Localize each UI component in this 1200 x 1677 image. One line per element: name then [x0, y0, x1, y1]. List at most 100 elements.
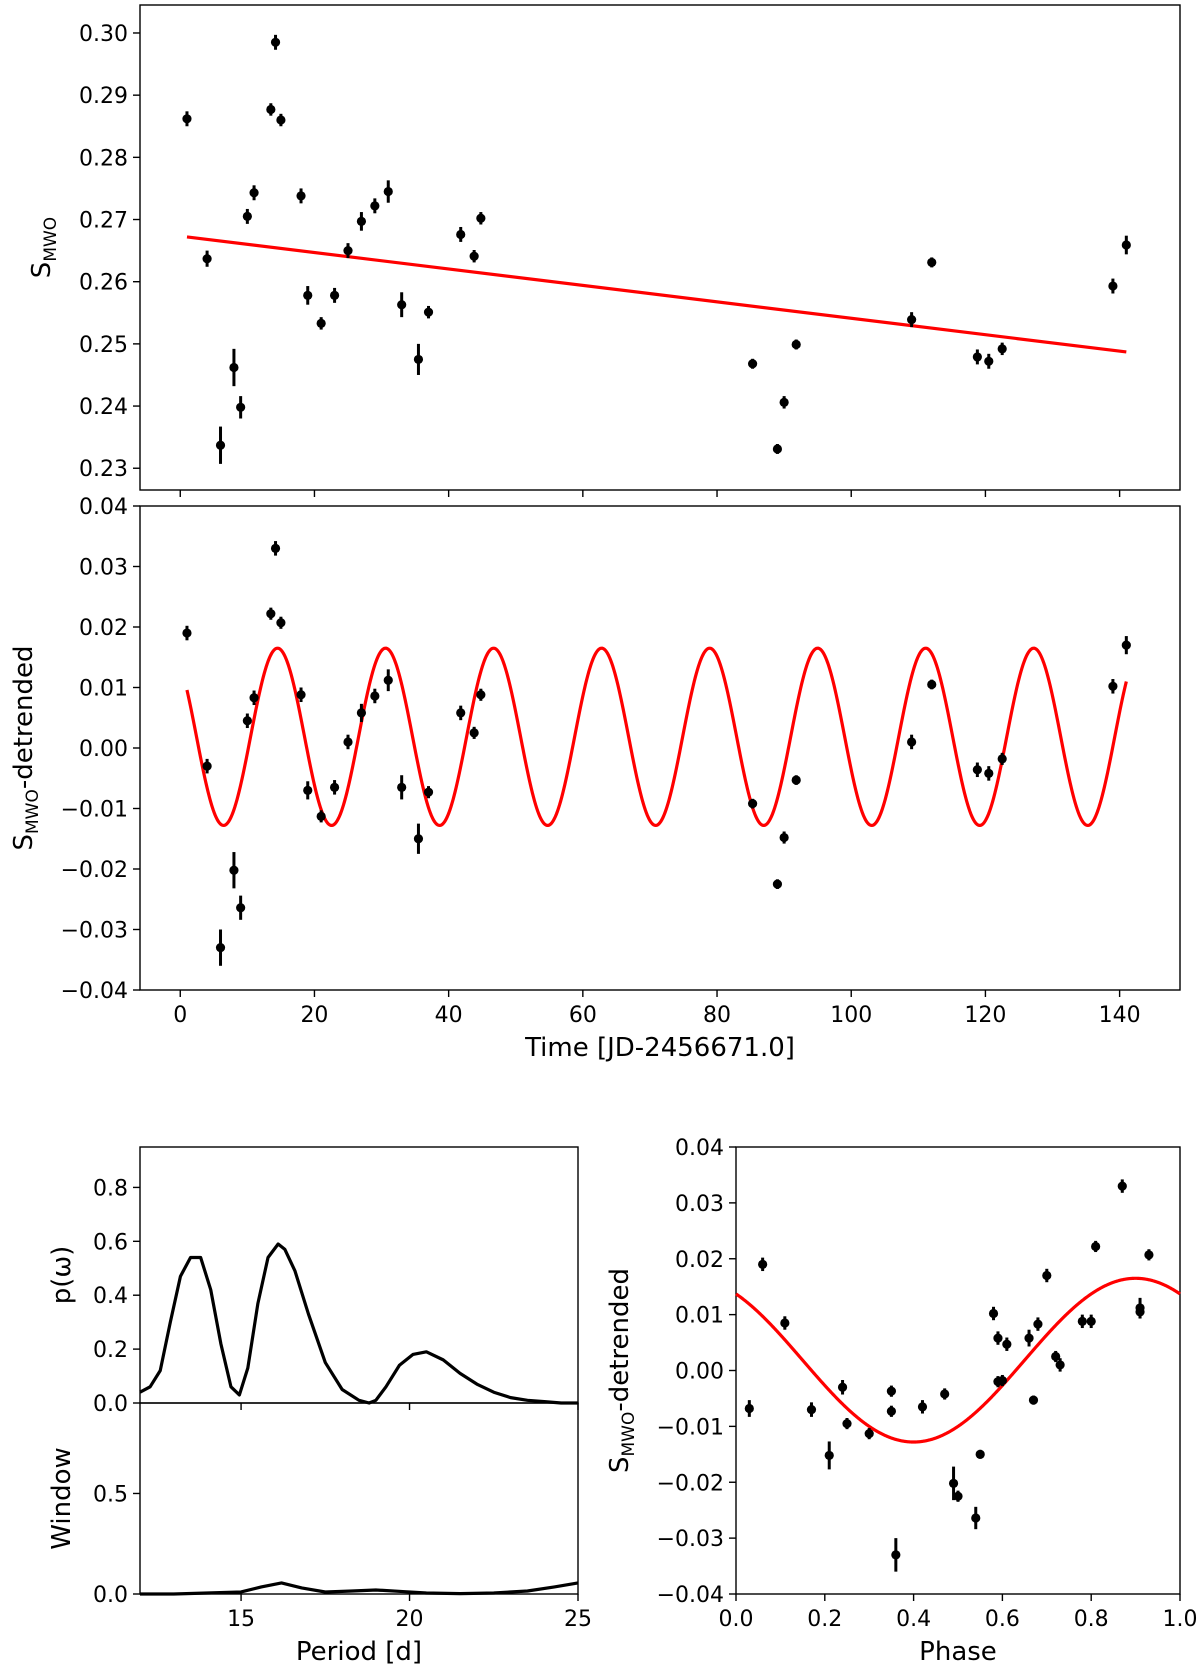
- data-point: [772, 879, 783, 889]
- panel-phase-folded: −0.04 −0.03 −0.02 −0.01 0.00 0.01 0.02 0.03 0.04…: [605, 1136, 1198, 1667]
- data-point: [791, 339, 801, 350]
- y-tick-label: 0.24: [79, 395, 128, 420]
- y-axis-label: Window: [47, 1447, 77, 1550]
- data-point: [266, 104, 276, 115]
- y-tick-label: 0.25: [79, 333, 128, 358]
- y-tick-label: 0.04: [675, 1136, 724, 1161]
- data-point: [215, 440, 226, 450]
- data-point: [1042, 1270, 1052, 1281]
- data-point: [907, 315, 917, 325]
- x-tick-label: 0.8: [1074, 1607, 1109, 1632]
- data-point: [806, 1405, 817, 1415]
- data-point: [356, 708, 367, 718]
- data-point: [948, 1478, 959, 1488]
- axes-frame: [139, 4, 1181, 491]
- data-point: [423, 787, 434, 797]
- data-point: [296, 191, 306, 201]
- data-point: [343, 737, 353, 747]
- axes-frame: [139, 1402, 579, 1595]
- data-point: [779, 832, 789, 843]
- data-point: [940, 1389, 950, 1399]
- y-tick-label: −0.03: [657, 1527, 724, 1552]
- y-tick-label: 0.02: [675, 1248, 724, 1273]
- data-point: [1121, 640, 1131, 650]
- y-axis-label: SMWO: [27, 217, 61, 278]
- data-point: [917, 1402, 928, 1412]
- data-point: [476, 213, 486, 223]
- data-point: [1117, 1181, 1127, 1191]
- data-point: [303, 785, 313, 795]
- y-tick-label: 0.02: [79, 616, 128, 641]
- y-tick-label: 0.0: [93, 1583, 128, 1608]
- data-point: [864, 1429, 874, 1439]
- x-tick-label: 1.0: [1163, 1607, 1198, 1632]
- y-tick-label: 0.4: [93, 1284, 128, 1309]
- x-tick-label: 120: [964, 1003, 1006, 1028]
- y-tick-label: 0.00: [675, 1360, 724, 1385]
- data-point: [1002, 1339, 1012, 1349]
- data-point: [975, 1449, 985, 1459]
- data-point: [276, 618, 286, 628]
- data-point: [182, 114, 192, 124]
- data-point: [988, 1308, 999, 1319]
- data-point: [791, 775, 801, 785]
- data-point: [202, 254, 212, 264]
- y-tick-label: 0.03: [79, 556, 128, 581]
- data-point: [972, 765, 982, 775]
- data-point: [747, 359, 758, 369]
- data-point: [1051, 1351, 1061, 1362]
- data-point: [229, 362, 239, 373]
- data-point: [276, 115, 286, 125]
- axes-frame: [139, 505, 1181, 991]
- x-tick-label: 100: [830, 1003, 872, 1028]
- data-point: [1077, 1316, 1087, 1326]
- y-tick-label: 0.2: [93, 1338, 128, 1363]
- data-point: [837, 1382, 848, 1392]
- y-tick-label: 0.01: [79, 677, 128, 702]
- data-point: [270, 37, 281, 47]
- data-point: [1028, 1395, 1039, 1405]
- data-point: [1033, 1319, 1043, 1329]
- data-point: [397, 300, 407, 310]
- y-tick-label: −0.04: [657, 1583, 724, 1608]
- y-tick-label: 0.04: [79, 495, 128, 520]
- data-point: [469, 728, 479, 738]
- data-point: [343, 246, 353, 256]
- data-point: [370, 691, 380, 701]
- y-axis-label: p(ω): [47, 1246, 77, 1305]
- data-point: [316, 811, 326, 821]
- data-point: [249, 188, 259, 198]
- data-point: [779, 397, 789, 407]
- x-axis-label: Phase: [919, 1637, 997, 1667]
- data-point: [215, 943, 226, 953]
- data-point: [984, 768, 994, 779]
- data-point: [984, 356, 994, 366]
- data-point: [242, 211, 252, 222]
- y-tick-label: 0.23: [79, 457, 128, 482]
- data-point: [772, 444, 783, 454]
- x-tick-label: 0.2: [807, 1607, 842, 1632]
- data-point: [456, 229, 466, 240]
- y-tick-label: 0.8: [93, 1176, 128, 1201]
- data-point: [249, 693, 259, 703]
- data-point: [236, 903, 246, 913]
- data-point: [1024, 1333, 1034, 1343]
- data-point: [1144, 1250, 1154, 1260]
- data-point: [383, 675, 393, 685]
- x-axis-label: Period [d]: [296, 1637, 422, 1667]
- data-point: [953, 1491, 963, 1501]
- data-point: [1121, 240, 1131, 250]
- x-tick-label: 140: [1099, 1003, 1141, 1028]
- data-point: [1055, 1360, 1065, 1370]
- data-point: [397, 782, 407, 792]
- data-point: [1091, 1241, 1101, 1252]
- y-tick-label: 0.27: [79, 209, 128, 234]
- data-point: [824, 1450, 834, 1461]
- data-point: [1108, 681, 1118, 691]
- data-point: [927, 257, 937, 268]
- data-point: [993, 1333, 1003, 1343]
- data-point: [182, 628, 192, 638]
- x-tick-label: 60: [569, 1003, 597, 1028]
- data-point: [202, 761, 212, 771]
- data-point: [927, 679, 937, 690]
